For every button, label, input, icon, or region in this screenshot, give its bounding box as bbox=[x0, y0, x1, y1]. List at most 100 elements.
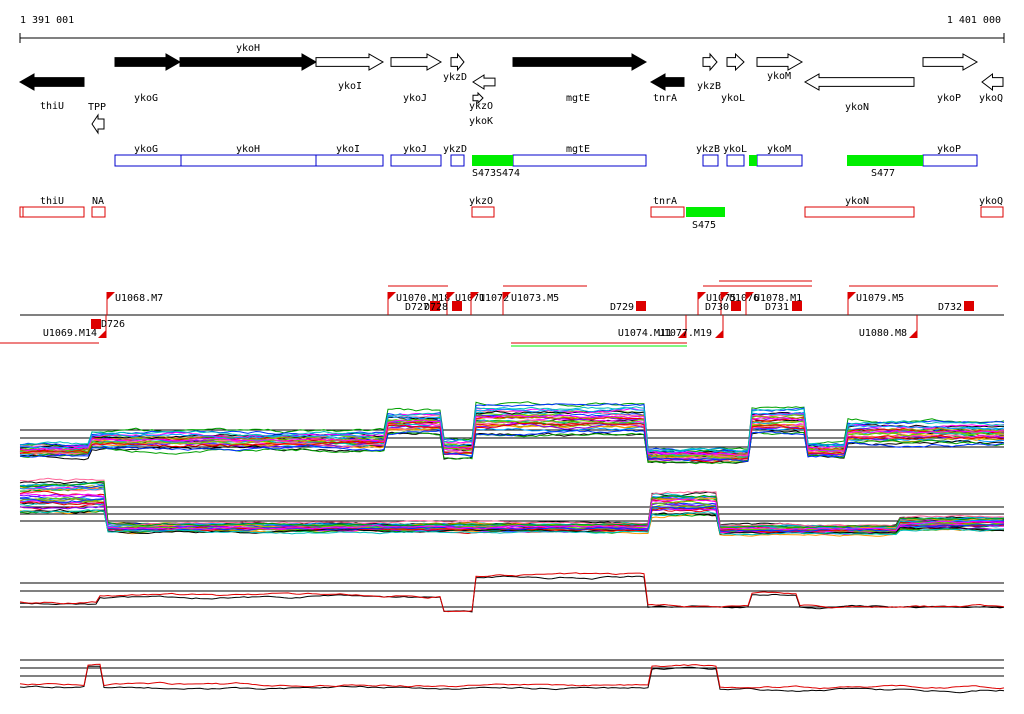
upshift-marker[interactable] bbox=[107, 292, 115, 300]
gene-arrow[interactable] bbox=[649, 73, 685, 91]
gene-ykzb[interactable]: ykzB bbox=[697, 52, 721, 92]
downshift-marker[interactable] bbox=[91, 319, 101, 329]
transcript-plus-ykom[interactable]: ykoM bbox=[756, 144, 803, 167]
upshift-u1070-m18[interactable]: U1070.M18 bbox=[387, 292, 450, 315]
upshift-marker[interactable] bbox=[746, 292, 754, 300]
transcript-minus-na[interactable]: NA bbox=[91, 196, 106, 218]
gene-arrow[interactable] bbox=[450, 52, 465, 72]
upshift-marker[interactable] bbox=[698, 292, 706, 300]
downshift-minus-d726[interactable]: D726 bbox=[91, 319, 125, 330]
gene-arrow[interactable] bbox=[390, 53, 443, 71]
upshift-u1078-m1[interactable]: U1078.M1 bbox=[745, 292, 802, 315]
downshift-d728[interactable]: D728 bbox=[424, 301, 462, 313]
upshift-minus-u1069-m14[interactable]: U1069.M14 bbox=[43, 315, 107, 339]
segment-box[interactable] bbox=[472, 155, 493, 166]
transcript-box[interactable] bbox=[512, 154, 647, 167]
transcript-box[interactable] bbox=[19, 206, 85, 218]
segment-box[interactable] bbox=[686, 207, 725, 217]
transcript-minus-ykoq[interactable]: ykoQ bbox=[979, 196, 1004, 218]
gene-ykzd[interactable]: ykzD bbox=[443, 52, 467, 83]
upshift-minus-u1077-m19[interactable]: U1077.M19 bbox=[658, 315, 724, 339]
transcript-plus-ykzb[interactable]: ykzB bbox=[696, 144, 720, 167]
transcript-box[interactable] bbox=[726, 154, 745, 167]
transcript-box[interactable] bbox=[471, 206, 495, 218]
upshift-u1079-m5[interactable]: U1079.M5 bbox=[847, 292, 904, 315]
transcript-plus-mgte[interactable]: mgtE bbox=[512, 144, 647, 167]
downshift-marker[interactable] bbox=[792, 301, 802, 311]
gene-arrow[interactable] bbox=[472, 74, 496, 90]
upshift-minus-u1074-m11[interactable]: U1074.M11 bbox=[618, 315, 687, 339]
upshift-marker[interactable] bbox=[678, 330, 686, 338]
gene-ykoi[interactable]: ykoI bbox=[315, 53, 385, 92]
downshift-d732[interactable]: D732 bbox=[938, 301, 974, 313]
transcript-box[interactable] bbox=[804, 206, 915, 218]
transcript-minus-ykzo[interactable]: ykzO bbox=[469, 196, 495, 218]
transcript-box[interactable] bbox=[980, 206, 1004, 218]
segment-s474[interactable]: S474 bbox=[493, 155, 520, 179]
gene-arrow[interactable] bbox=[512, 53, 648, 71]
upshift-u1076[interactable]: U1076 bbox=[720, 292, 759, 315]
downshift-marker[interactable] bbox=[430, 301, 440, 311]
upshift-marker[interactable] bbox=[848, 292, 856, 300]
upshift-u1068-m7[interactable]: U1068.M7 bbox=[106, 292, 163, 315]
gene-arrow[interactable] bbox=[179, 53, 318, 71]
gene-tpp[interactable]: TPP bbox=[88, 102, 106, 135]
transcript-minus-ykon[interactable]: ykoN bbox=[804, 196, 915, 218]
gene-ykol[interactable]: ykoL bbox=[721, 52, 745, 104]
transcript-box[interactable] bbox=[91, 206, 106, 218]
upshift-u1072[interactable]: U1072 bbox=[470, 292, 509, 315]
gene-arrow[interactable] bbox=[315, 53, 385, 71]
transcript-box[interactable] bbox=[650, 206, 685, 218]
downshift-d727[interactable]: D727 bbox=[405, 301, 440, 313]
transcript-plus-ykzd[interactable]: ykzD bbox=[443, 144, 467, 167]
gene-mgte[interactable]: mgtE bbox=[512, 53, 648, 104]
gene-arrow[interactable] bbox=[922, 53, 979, 71]
transcript-plus-ykog[interactable]: ykoG bbox=[114, 144, 182, 167]
transcript-box[interactable] bbox=[702, 154, 719, 167]
gene-arrow[interactable] bbox=[981, 72, 1004, 92]
segment-box[interactable] bbox=[493, 155, 513, 166]
downshift-d731[interactable]: D731 bbox=[765, 301, 802, 313]
gene-arrow[interactable] bbox=[114, 53, 182, 71]
upshift-marker[interactable] bbox=[909, 330, 917, 338]
upshift-marker[interactable] bbox=[471, 292, 479, 300]
upshift-marker[interactable] bbox=[388, 292, 396, 300]
transcript-minus-tnra[interactable]: tnrA bbox=[650, 196, 685, 218]
upshift-marker[interactable] bbox=[503, 292, 511, 300]
gene-ykzo[interactable]: ykzO bbox=[469, 74, 496, 112]
downshift-marker[interactable] bbox=[964, 301, 974, 311]
gene-ykok[interactable]: ykoK bbox=[469, 91, 493, 127]
transcript-minus-thiu[interactable]: thiU bbox=[19, 196, 85, 218]
transcript-plus-ykoi[interactable]: ykoI bbox=[315, 144, 384, 167]
transcript-box[interactable] bbox=[180, 154, 317, 167]
segment-box[interactable] bbox=[847, 155, 923, 166]
segment-s475[interactable]: S475 bbox=[686, 207, 725, 231]
gene-ykon[interactable]: ykoN bbox=[803, 73, 915, 113]
transcript-box[interactable] bbox=[114, 154, 182, 167]
transcript-box[interactable] bbox=[756, 154, 803, 167]
upshift-marker[interactable] bbox=[447, 292, 455, 300]
gene-ykom[interactable]: ykoM bbox=[756, 53, 804, 82]
transcript-plus-ykoh[interactable]: ykoH bbox=[180, 144, 317, 167]
transcript-box[interactable] bbox=[450, 154, 465, 167]
gene-tnra[interactable]: tnrA bbox=[649, 73, 685, 104]
gene-ykoq[interactable]: ykoQ bbox=[979, 72, 1004, 104]
transcript-box[interactable] bbox=[315, 154, 384, 167]
downshift-marker[interactable] bbox=[731, 301, 741, 311]
upshift-marker[interactable] bbox=[98, 330, 106, 338]
gene-ykop[interactable]: ykoP bbox=[922, 53, 979, 104]
transcript-box[interactable] bbox=[922, 154, 978, 167]
downshift-marker[interactable] bbox=[636, 301, 646, 311]
gene-arrow[interactable] bbox=[803, 73, 915, 91]
upshift-marker[interactable] bbox=[715, 330, 723, 338]
transcript-box[interactable] bbox=[390, 154, 442, 167]
upshift-minus-u1080-m8[interactable]: U1080.M8 bbox=[859, 315, 918, 339]
downshift-d729[interactable]: D729 bbox=[610, 301, 646, 313]
gene-ykoj[interactable]: ykoJ bbox=[390, 53, 443, 104]
transcript-plus-ykop[interactable]: ykoP bbox=[922, 144, 978, 167]
gene-ykoh[interactable]: ykoH bbox=[179, 43, 318, 71]
gene-arrow[interactable] bbox=[756, 53, 804, 71]
segment-s473[interactable]: S473 bbox=[472, 155, 496, 179]
gene-arrow[interactable] bbox=[726, 52, 745, 72]
downshift-d730[interactable]: D730 bbox=[705, 301, 741, 313]
